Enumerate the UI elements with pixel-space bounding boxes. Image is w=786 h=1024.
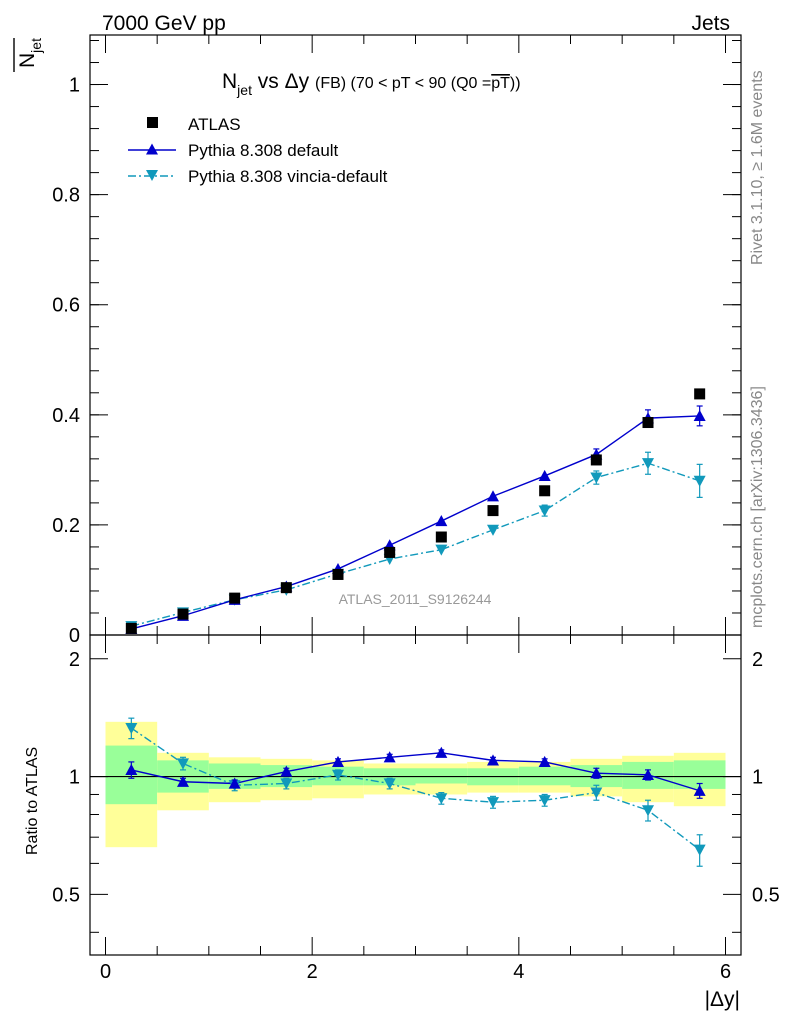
ratio-xtick-label: 4 — [513, 961, 524, 983]
ratio-vincia-point — [435, 793, 448, 805]
plot-title: Njet vs Δy (FB) (70 < pT < 90 (Q0 =pT)) — [222, 70, 521, 98]
default-point — [435, 515, 448, 527]
ratio-xtick-label: 0 — [100, 961, 111, 983]
x-axis-label: |Δy| — [705, 988, 740, 1011]
main-ytick-label: 0.4 — [52, 405, 80, 427]
ratio-vincia-point — [642, 805, 654, 817]
vincia-point — [487, 524, 499, 536]
ratio-ytick-label: 2 — [69, 649, 80, 671]
ratio-ytick-label-right: 0.5 — [752, 884, 780, 906]
ratio-default-point — [435, 746, 448, 758]
y-axis-label: Njet — [13, 38, 44, 72]
atlas-point — [539, 485, 551, 497]
atlas-point — [694, 388, 706, 400]
legend: ATLAS Pythia 8.308 default Pythia 8.308 … — [128, 115, 388, 186]
watermark: ATLAS_2011_S9126244 — [339, 591, 492, 607]
legend-atlas-label: ATLAS — [188, 115, 241, 134]
mcplots-label: mcplots.cern.ch [arXiv:1306.3436] — [749, 386, 766, 628]
atlas-point — [229, 592, 241, 604]
ratio-default-point — [332, 755, 344, 768]
atlas-point — [642, 417, 654, 429]
ratio-vincia-point — [177, 758, 189, 770]
ratio-default-point — [177, 775, 189, 787]
ratio-vincia-point — [125, 722, 138, 735]
ratio-vincia-point — [280, 778, 293, 790]
ratio-vincia-point — [383, 778, 396, 790]
vincia-point — [693, 475, 706, 487]
atlas-point — [125, 622, 137, 634]
ratio-vincia-point — [693, 844, 706, 856]
legend-vincia-label: Pythia 8.308 vincia-default — [188, 167, 388, 186]
atlas-point — [590, 454, 602, 466]
vincia-point — [590, 472, 603, 484]
ratio-panel: 0.5 0.5 1 1 2 2 0 2 4 6 — [52, 635, 780, 983]
default-point — [487, 490, 499, 502]
ratio-frame — [89, 634, 742, 956]
main-ytick-label: 1 — [69, 75, 80, 97]
legend-atlas-marker — [147, 117, 158, 128]
main-ytick-label: 0.2 — [52, 515, 80, 537]
ratio-default-point — [538, 755, 551, 768]
ratio-default-point — [693, 784, 706, 796]
header-right: Jets — [691, 12, 730, 35]
ratio-xtick-label: 2 — [307, 961, 318, 983]
rivet-label: Rivet 3.1.10, ≥ 1.6M events — [749, 70, 766, 265]
ratio-ytick-label: 1 — [69, 767, 80, 789]
ratio-default-point — [125, 763, 138, 775]
atlas-point — [435, 531, 447, 543]
default-point — [693, 409, 706, 422]
main-panel: 0 0.2 0.4 0.6 0.8 1 — [52, 35, 741, 647]
ratio-default-point — [383, 751, 396, 763]
main-ytick-label: 0.6 — [52, 295, 80, 317]
ratio-xtick-label: 6 — [720, 961, 731, 983]
main-ytick-label: 0.8 — [52, 185, 80, 207]
default-line — [131, 415, 700, 630]
atlas-point — [384, 546, 396, 558]
ratio-vincia-point — [332, 769, 344, 781]
legend-vincia-marker — [146, 170, 158, 181]
vincia-point — [538, 505, 551, 517]
ratio-ytick-label: 0.5 — [52, 884, 80, 906]
ratio-band-green — [415, 768, 468, 784]
atlas-point — [177, 608, 189, 620]
ratio-default-point — [487, 754, 499, 766]
ratio-ytick-label-right: 2 — [752, 649, 763, 671]
ratio-ytick-label-right: 1 — [752, 767, 763, 789]
vincia-point — [642, 458, 654, 470]
ratio-vincia-point — [590, 787, 603, 799]
vincia-point — [435, 544, 448, 556]
legend-default-marker — [146, 143, 158, 155]
ratio-y-label: Ratio to ATLAS — [24, 747, 41, 855]
atlas-point — [280, 582, 292, 594]
header-left: 7000 GeV pp — [102, 12, 226, 35]
atlas-point — [332, 568, 344, 580]
atlas-point — [487, 505, 499, 517]
svg-text:Njet: Njet — [16, 38, 44, 68]
ratio-default-line — [131, 752, 700, 792]
main-ytick-label: 0 — [69, 625, 80, 647]
ratio-default-point — [642, 768, 654, 780]
ratio-default-point — [228, 777, 241, 789]
ratio-default-point — [590, 767, 603, 779]
legend-default-label: Pythia 8.308 default — [188, 141, 339, 160]
default-point — [538, 469, 551, 482]
ratio-vincia-point — [487, 797, 499, 809]
ratio-vincia-point — [538, 795, 551, 807]
ratio-default-point — [280, 765, 293, 777]
